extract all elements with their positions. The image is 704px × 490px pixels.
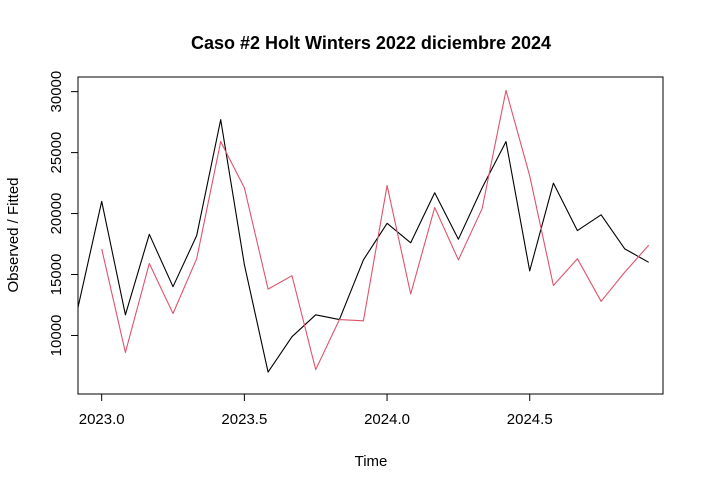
y-tick-label: 15000 bbox=[48, 254, 65, 296]
series-line-2 bbox=[101, 89, 650, 371]
x-tick-label: 2023.5 bbox=[221, 411, 267, 428]
y-tick-label: 30000 bbox=[48, 71, 65, 113]
series-line-1 bbox=[77, 119, 649, 373]
x-tick-label: 2024.5 bbox=[507, 411, 553, 428]
y-tick-label: 25000 bbox=[48, 132, 65, 174]
plot-area-frame bbox=[77, 76, 664, 395]
x-axis: 2023.0 2023.5 2024.0 2024.5 bbox=[79, 394, 553, 428]
y-axis: 10000 15000 20000 25000 30000 bbox=[48, 71, 78, 357]
x-tick-label: 2023.0 bbox=[79, 411, 125, 428]
y-axis-label: Observed / Fitted bbox=[5, 177, 22, 292]
y-tick-label: 20000 bbox=[48, 193, 65, 235]
chart-title: Caso #2 Holt Winters 2022 diciembre 2024 bbox=[191, 33, 551, 53]
y-tick-label: 10000 bbox=[48, 315, 65, 357]
series-layer bbox=[77, 89, 650, 373]
x-axis-label: Time bbox=[355, 453, 388, 470]
x-tick-label: 2024.0 bbox=[364, 411, 410, 428]
